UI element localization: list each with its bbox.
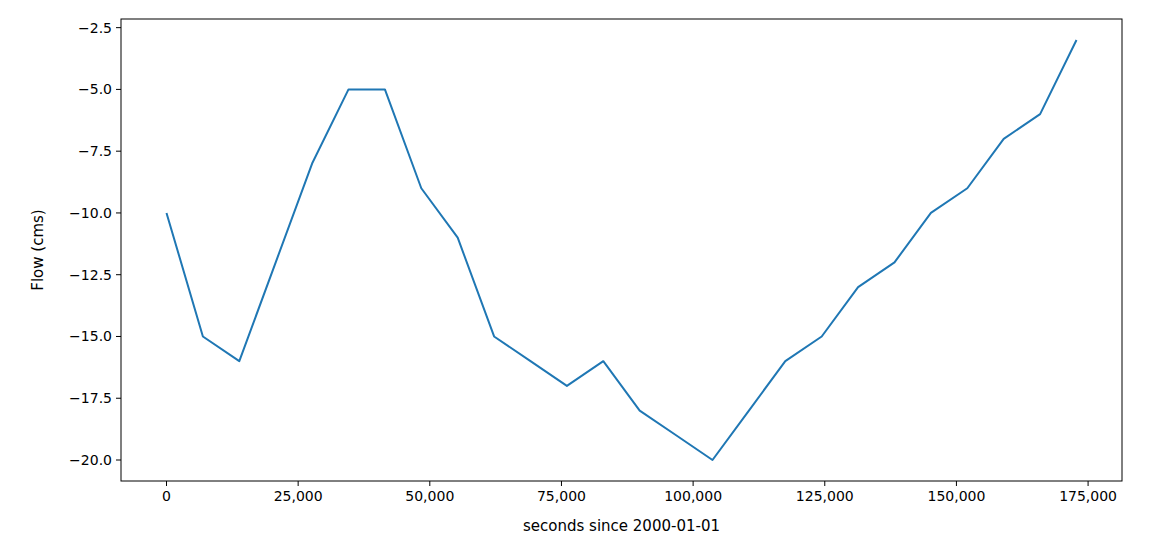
y-tick-label: −17.5 (69, 390, 112, 406)
y-tick (116, 460, 121, 461)
x-tick (824, 481, 825, 486)
y-tick (116, 27, 121, 28)
x-tick (429, 481, 430, 486)
data-line (167, 40, 1077, 460)
x-tick-label: 25,000 (274, 488, 323, 504)
y-tick-label: −20.0 (69, 452, 112, 468)
x-tick-label: 175,000 (1059, 488, 1117, 504)
y-tick-label: −2.5 (78, 20, 112, 36)
plot-frame (121, 19, 1122, 481)
y-tick-label: −15.0 (69, 328, 112, 344)
y-axis-label: Flow (cms) (29, 209, 47, 290)
x-tick (298, 481, 299, 486)
y-tick (116, 398, 121, 399)
y-tick-label: −7.5 (78, 143, 112, 159)
x-tick-label: 0 (162, 488, 171, 504)
y-tick-label: −5.0 (78, 81, 112, 97)
x-tick (1088, 481, 1089, 486)
y-tick-label: −12.5 (69, 267, 112, 283)
y-tick (116, 89, 121, 90)
x-tick (693, 481, 694, 486)
y-tick (116, 274, 121, 275)
y-tick (116, 151, 121, 152)
x-tick-label: 50,000 (405, 488, 454, 504)
x-tick-label: 125,000 (796, 488, 854, 504)
y-tick-label: −10.0 (69, 205, 112, 221)
y-tick (116, 336, 121, 337)
x-tick (956, 481, 957, 486)
y-tick (116, 212, 121, 213)
x-tick (561, 481, 562, 486)
x-tick (166, 481, 167, 486)
x-tick-label: 75,000 (537, 488, 586, 504)
x-axis-label: seconds since 2000-01-01 (523, 517, 720, 535)
x-tick-label: 100,000 (664, 488, 722, 504)
x-tick-label: 150,000 (927, 488, 985, 504)
